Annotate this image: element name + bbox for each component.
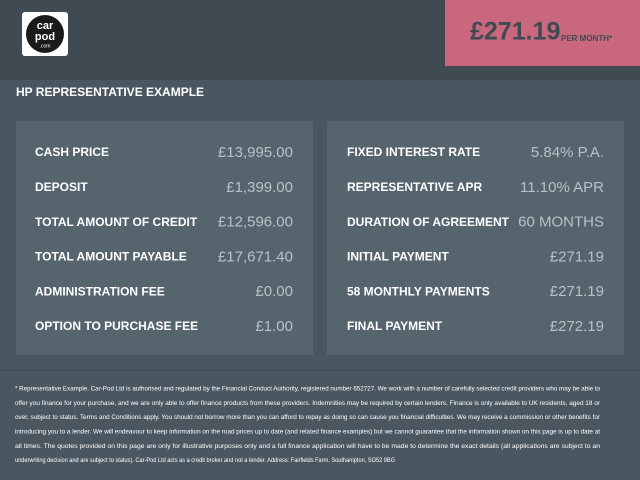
logo-text: car: [37, 20, 54, 32]
row-value: £0.00: [255, 283, 293, 300]
panel: [327, 121, 624, 355]
section-title: HP REPRESENTATIVE EXAMPLE: [16, 85, 204, 99]
row-value: 11.10% APR: [520, 179, 604, 196]
price-box: [445, 0, 640, 66]
row-value: £1.00: [255, 318, 293, 335]
logo-text: pod: [35, 31, 55, 43]
row-value: £271.19: [550, 248, 604, 265]
footer-line: over, subject to status. Terms and Condi…: [15, 415, 600, 421]
row-label: DEPOSIT: [35, 180, 88, 194]
row-label: TOTAL AMOUNT PAYABLE: [35, 250, 187, 264]
row-label: INITIAL PAYMENT: [347, 250, 449, 264]
price-period: PER MONTH*: [561, 34, 613, 43]
row-value: £272.19: [550, 318, 604, 335]
row-label: DURATION OF AGREEMENT: [347, 215, 510, 229]
row-value: £13,995.00: [218, 144, 293, 161]
row-label: 58 MONTHLY PAYMENTS: [347, 284, 490, 298]
row-label: REPRESENTATIVE APR: [347, 180, 482, 194]
row-value: £1,399.00: [226, 179, 293, 196]
logo-circle: [26, 15, 64, 53]
price-amount: £271.19: [470, 18, 560, 46]
row-value: 5.84% P.A.: [531, 144, 604, 161]
row-value: £12,596.00: [218, 214, 293, 231]
row-label: TOTAL AMOUNT OF CREDIT: [35, 215, 198, 229]
panel: [16, 121, 313, 355]
row-value: £271.19: [550, 283, 604, 300]
row-label: FINAL PAYMENT: [347, 319, 443, 333]
footer-line: introducing you to a lender. We will end…: [15, 429, 600, 435]
row-value: £17,671.40: [218, 248, 293, 265]
footer-line: * Representative Example. Car-Pod Ltd is…: [15, 387, 601, 393]
row-label: ADMINISTRATION FEE: [35, 284, 165, 298]
row-label: OPTION TO PURCHASE FEE: [35, 319, 198, 333]
row-label: CASH PRICE: [35, 145, 109, 159]
row-value: 60 MONTHS: [518, 214, 604, 231]
logo-text: .com: [40, 43, 51, 49]
footer-line: all times. The quotes provided on this p…: [15, 444, 600, 450]
footer-line: offer you finance for your purchase, and…: [15, 401, 600, 407]
row-label: FIXED INTEREST RATE: [347, 145, 480, 159]
footer-line: underwriting decision and are subject to…: [15, 458, 395, 464]
